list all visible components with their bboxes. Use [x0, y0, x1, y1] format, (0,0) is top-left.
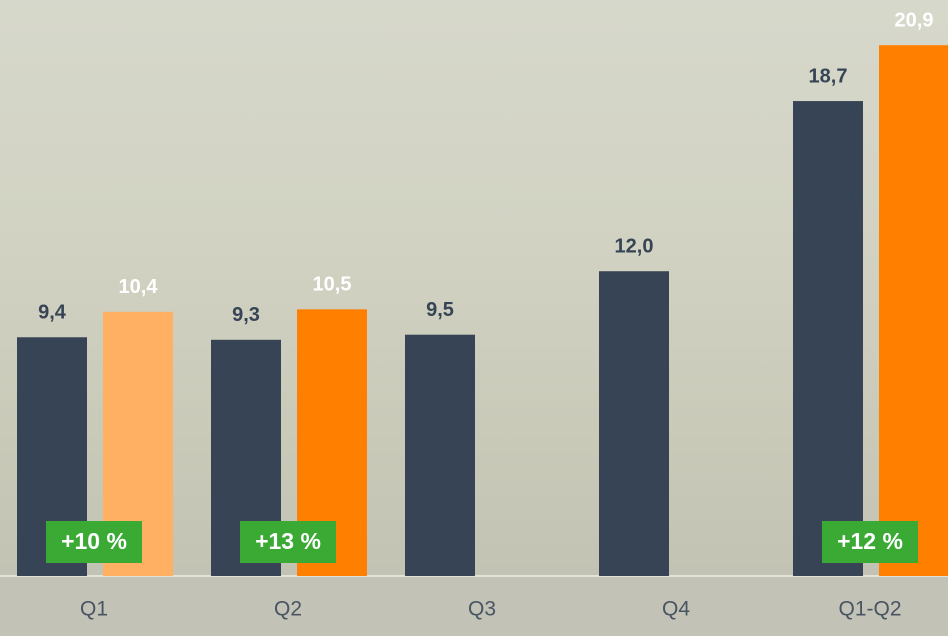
growth-badge: [46, 521, 142, 563]
growth-badge: [822, 521, 918, 563]
x-tick-label: Q1-Q2: [838, 598, 901, 621]
axis-band: [0, 576, 948, 636]
data-label: 9,3: [232, 304, 260, 326]
growth-label: +13 %: [255, 528, 321, 554]
bar: [879, 45, 948, 576]
growth-label: +10 %: [61, 528, 127, 554]
x-tick-label: Q1: [80, 598, 108, 621]
plot: Q1 9,4 10,4 +10 % Q2 9,3 10,5 +13 % Q3 9,5 Q4 12,0 Q…: [17, 9, 948, 621]
data-label: 10,4: [119, 276, 159, 298]
bar: [405, 334, 475, 576]
x-tick-label: Q4: [662, 598, 690, 621]
x-tick-label: Q3: [468, 598, 496, 621]
bar: [599, 271, 669, 576]
data-label: 10,5: [313, 274, 352, 296]
growth-label: +12 %: [837, 528, 903, 554]
x-tick-label: Q2: [274, 598, 302, 621]
bar: [793, 101, 863, 576]
data-label: 9,4: [38, 302, 67, 324]
growth-badge: [240, 521, 336, 563]
data-label: 18,7: [809, 65, 848, 87]
data-label: 9,5: [426, 299, 454, 321]
data-label: 12,0: [615, 236, 654, 258]
data-label: 20,9: [895, 9, 934, 31]
